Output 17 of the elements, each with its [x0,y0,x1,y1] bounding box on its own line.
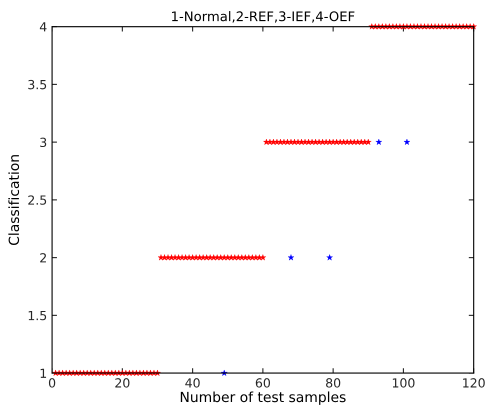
x-tick-label: 40 [185,378,200,388]
y-tick-label: 2.5 [28,195,46,205]
y-tick-label: 2 [40,253,46,262]
chart-title: 1-Normal,2-REF,3-IEF,4-OEF [172,11,354,23]
y-tick-label: 4 [40,22,47,32]
y-axis-title: Classification [8,155,20,246]
x-tick-label: 60 [256,378,270,388]
x-tick-label: 120 [463,378,485,388]
x-tick-label: 80 [326,378,340,388]
y-tick-label: 3.5 [28,80,46,90]
x-tick-label: 20 [115,378,130,388]
y-tick-label: 1.5 [28,310,46,320]
x-tick-label: 0 [48,378,56,388]
x-tick-label: 100 [392,378,415,388]
x-axis-title: Number of test samples [180,391,346,405]
y-tick-label: 3 [40,138,46,148]
y-tick-label: 1 [40,368,46,378]
